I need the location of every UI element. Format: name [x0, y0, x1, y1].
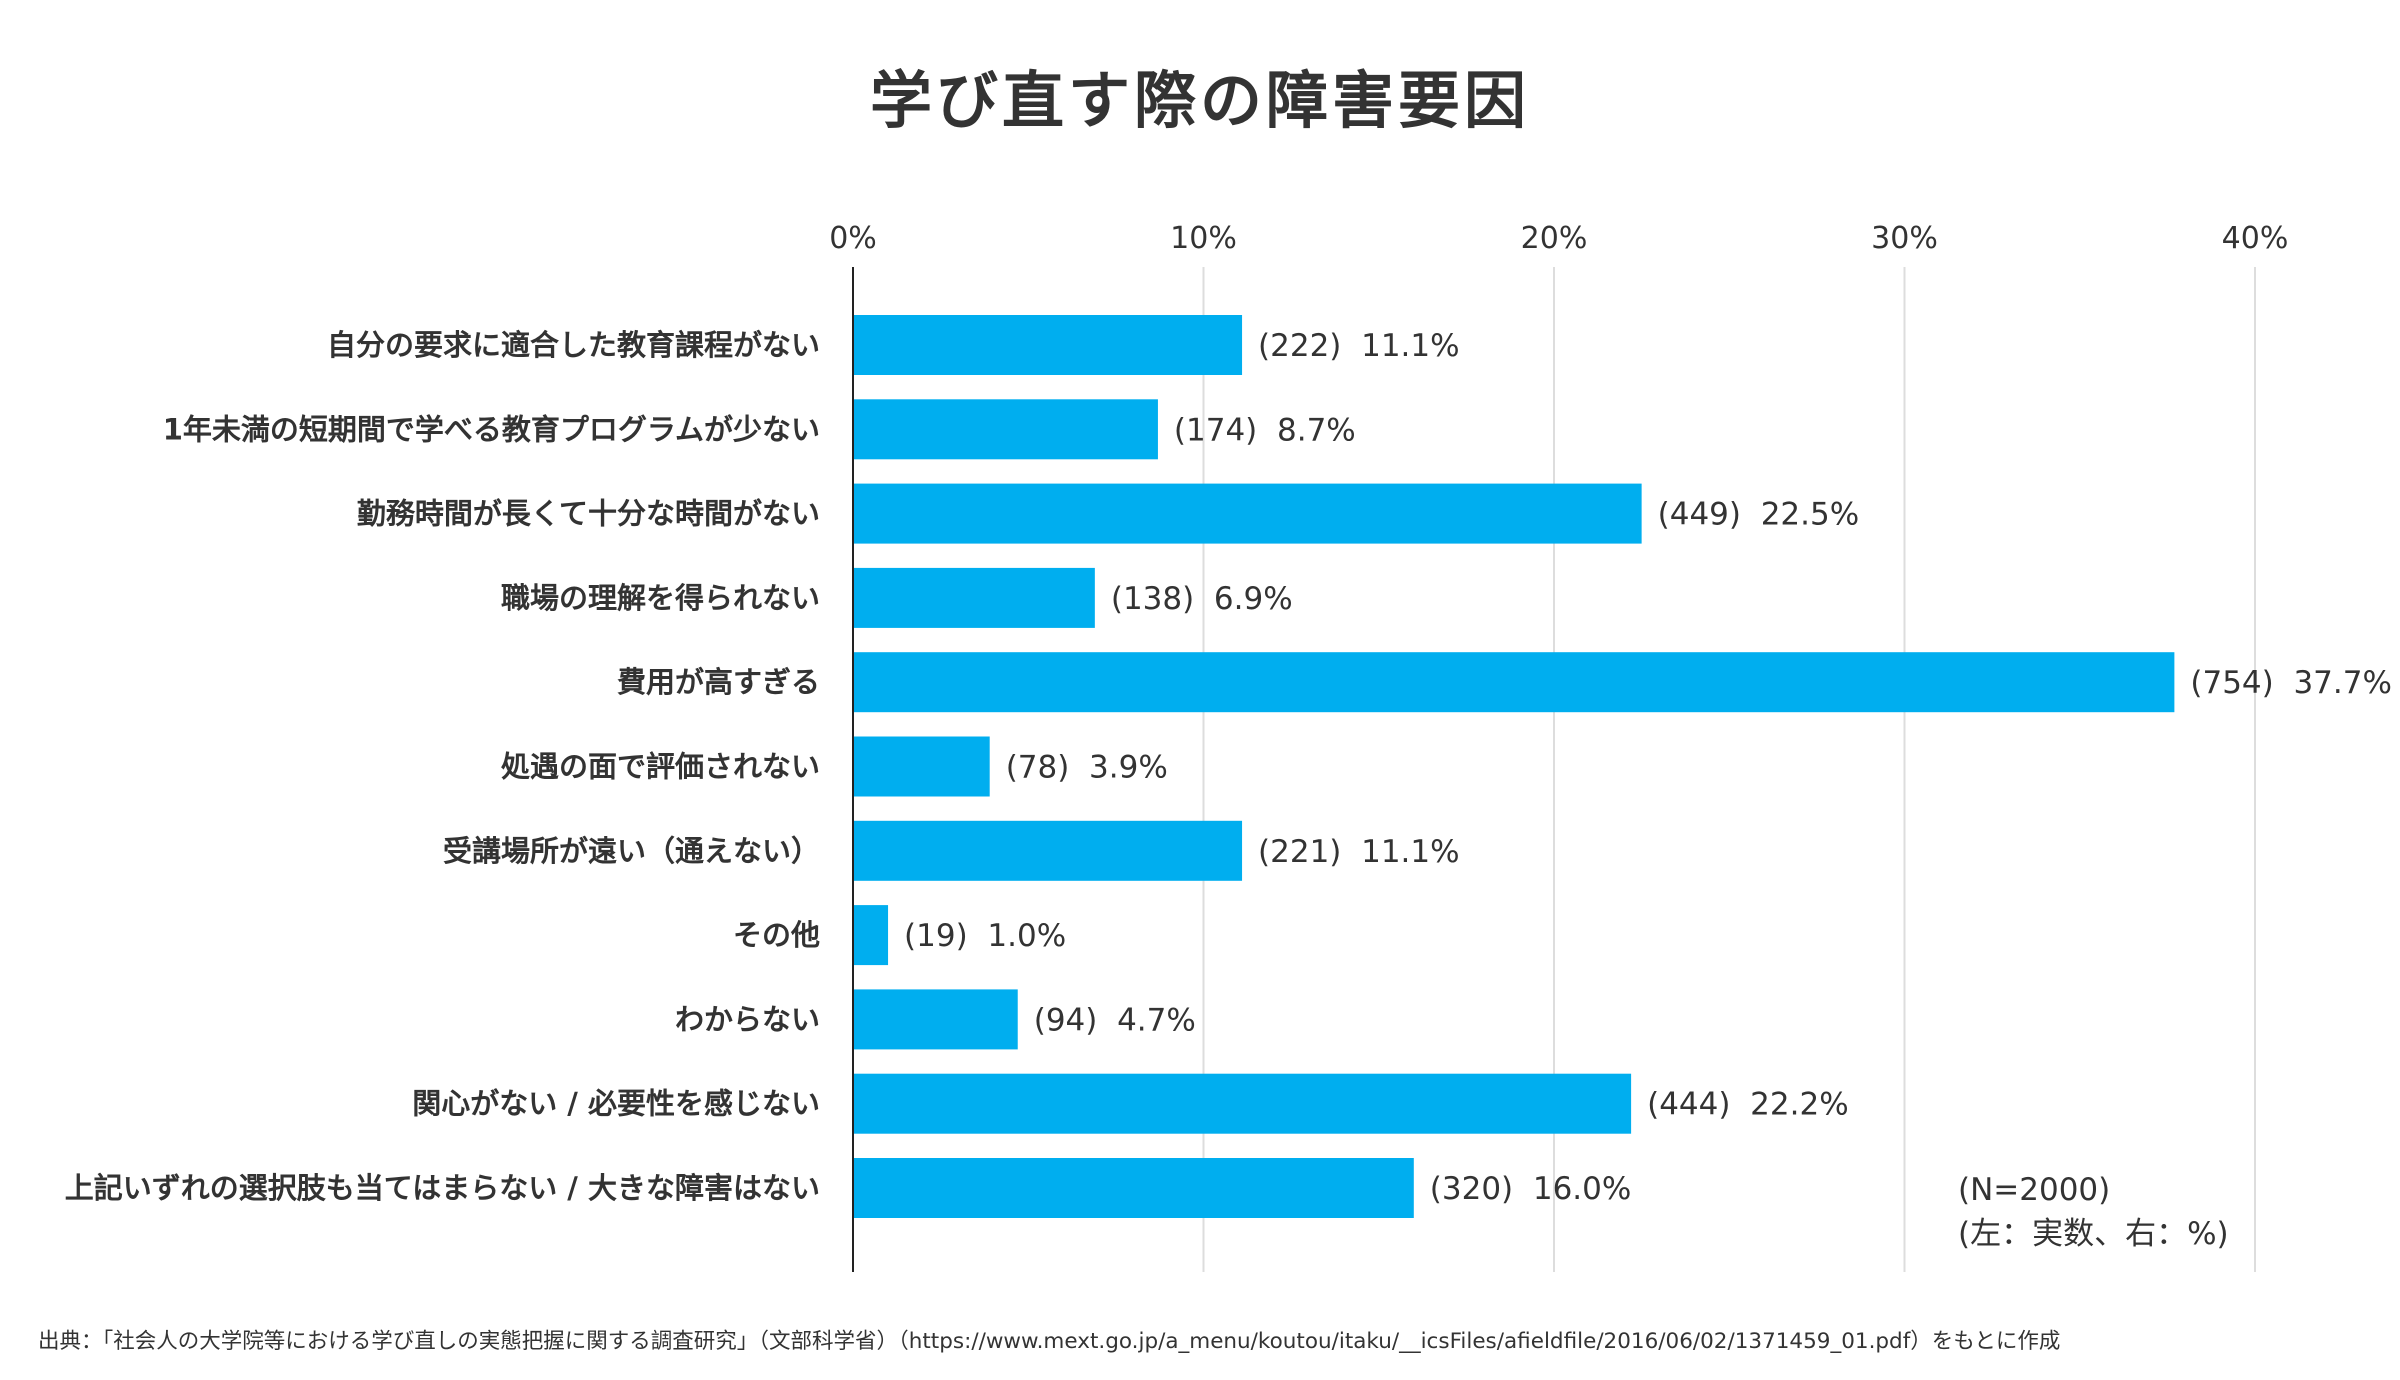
category-label: 職場の理解を得られない: [501, 581, 820, 615]
category-label: 上記いずれの選択肢も当てはまらない / 大きな障害はない: [65, 1171, 820, 1205]
x-tick-label: 20%: [1521, 221, 1588, 256]
bars: [853, 315, 2175, 1218]
category-label: わからない: [675, 1002, 820, 1036]
value-label: (94) 4.7%: [1034, 1002, 1196, 1038]
category-label: 受講場所が遠い（通えない）: [443, 834, 820, 868]
value-label: (138) 6.9%: [1111, 581, 1293, 617]
bar: [853, 315, 1243, 375]
category-labels: 自分の要求に適合した教育課程がない 1年未満の短期間で学べる教育プログラムが少ない…: [65, 328, 820, 1205]
bar: [853, 567, 1095, 628]
bar: [853, 989, 1018, 1050]
bar: [853, 399, 1158, 460]
bar: [853, 483, 1642, 544]
category-label: 1年未満の短期間で学べる教育プログラムが少ない: [163, 412, 820, 446]
category-label: 関心がない / 必要性を感じない: [412, 1087, 820, 1121]
category-label: 自分の要求に適合した教育課程がない: [327, 328, 820, 362]
source-note: 出典：「社会人の大学院等における学び直しの実態把握に関する調査研究」（文部科学省…: [38, 1329, 2060, 1354]
value-label: (78) 3.9%: [1006, 750, 1168, 786]
x-tick-label: 10%: [1170, 221, 1237, 256]
unit-note: (左：実数、右：%): [1958, 1216, 2229, 1252]
x-tick-label: 40%: [2222, 221, 2289, 256]
value-label: (449) 22.5%: [1658, 497, 1860, 533]
value-label: (19) 1.0%: [904, 918, 1066, 954]
category-label: 勤務時間が長くて十分な時間がない: [357, 497, 820, 531]
value-label: (221) 11.1%: [1258, 834, 1460, 870]
value-label: (444) 22.2%: [1647, 1087, 1849, 1123]
bar: [853, 905, 889, 966]
value-label: (222) 11.1%: [1258, 328, 1460, 364]
sample-size-note: (N=2000): [1958, 1172, 2110, 1208]
category-label: 費用が高すぎる: [617, 665, 820, 699]
value-labels: (222) 11.1% (174) 8.7% (449) 22.5% (138) 6.…: [904, 328, 2392, 1207]
x-tick-label: 30%: [1871, 221, 1938, 256]
bar: [853, 820, 1243, 881]
x-tick-label: 0%: [829, 221, 877, 256]
x-axis-ticks: 0% 10% 20% 30% 40%: [829, 221, 2288, 256]
bar: [853, 1158, 1414, 1218]
value-label: (174) 8.7%: [1174, 412, 1356, 448]
value-label: (754) 37.7%: [2190, 665, 2392, 701]
bar: [853, 652, 2175, 713]
bar: [853, 736, 990, 797]
category-label: その他: [733, 918, 820, 952]
category-label: 処遇の面で評価されない: [501, 750, 820, 784]
chart-title: 学び直す際の障害要因: [870, 64, 1530, 137]
bar: [853, 1073, 1632, 1134]
value-label: (320) 16.0%: [1430, 1171, 1632, 1207]
